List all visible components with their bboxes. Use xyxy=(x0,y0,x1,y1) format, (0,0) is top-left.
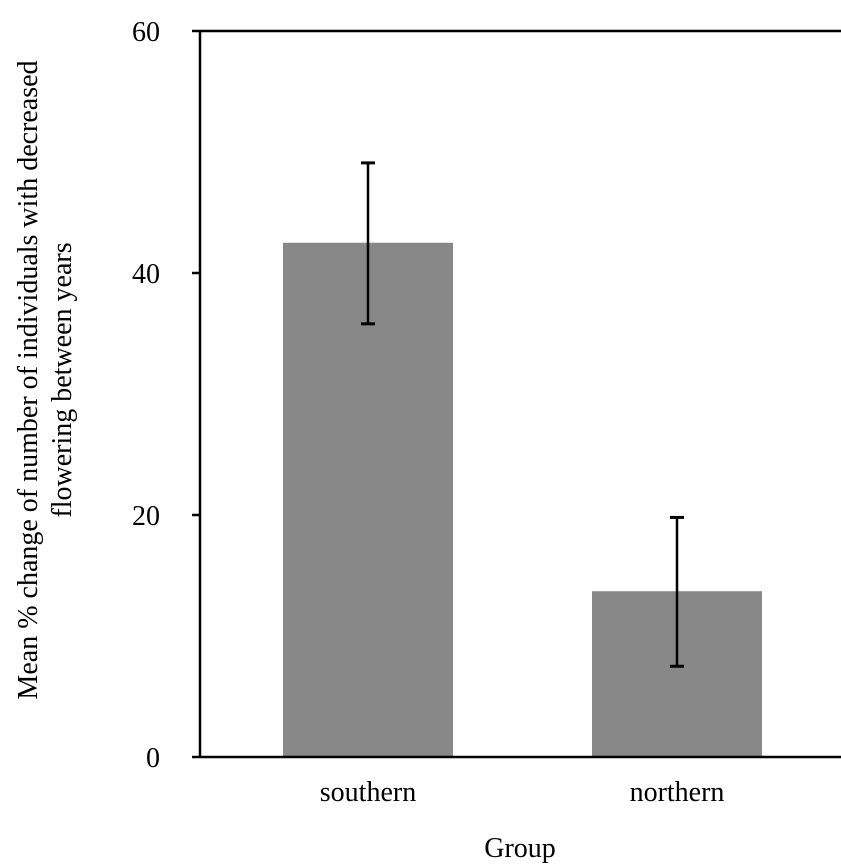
y-axis-title: Mean % change of number of individuals w… xyxy=(13,60,78,699)
category-label-northern: northern xyxy=(630,777,725,808)
category-label-southern: southern xyxy=(320,777,416,808)
x-axis-title: Group xyxy=(484,833,556,864)
bar-southern xyxy=(283,242,453,757)
labels-layer: 0 20 40 60 southern northern Group Mean % chang… xyxy=(13,17,724,864)
y-axis-title-line: flowering between years xyxy=(47,242,78,517)
error-bar-northern xyxy=(670,515,684,668)
y-axis-title-line: Mean % change of number of individuals w… xyxy=(13,60,44,699)
bars-layer xyxy=(283,242,762,757)
y-tick-label: 20 xyxy=(132,501,160,532)
y-tick-label: 0 xyxy=(146,743,160,774)
y-tick-label: 60 xyxy=(132,17,160,48)
error-bars-layer xyxy=(361,161,684,668)
axes-layer xyxy=(192,29,841,759)
y-tick-label: 40 xyxy=(132,259,160,290)
error-bar-southern xyxy=(361,161,375,326)
